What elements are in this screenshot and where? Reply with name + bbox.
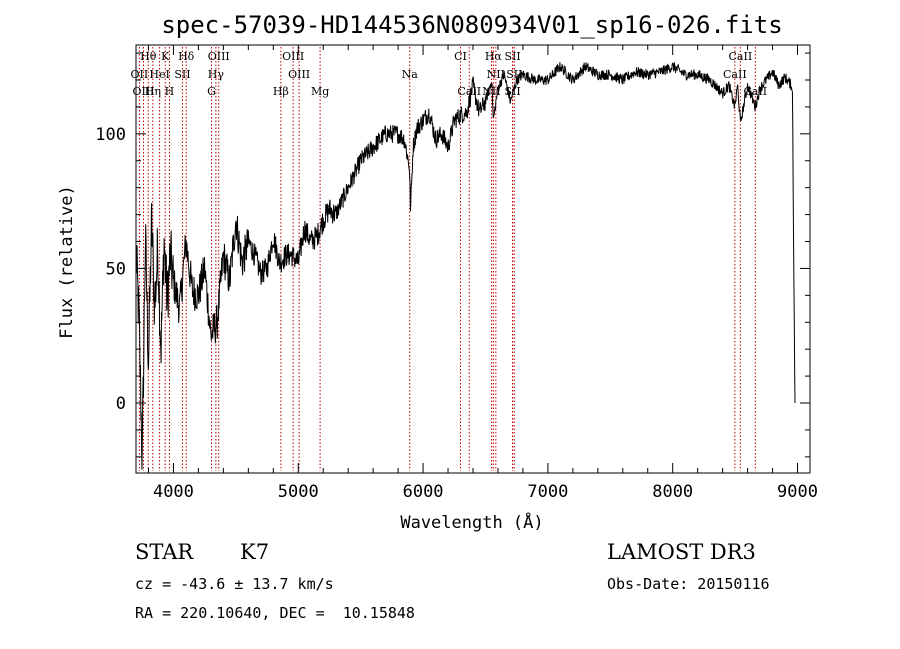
line-label-17: CaII (723, 68, 747, 81)
line-label-8: CaII (729, 50, 753, 63)
line-label-18: OIII (132, 85, 154, 98)
x-tick-label-2: 6000 (403, 482, 444, 502)
x-tick-label-5: 9000 (777, 482, 818, 502)
line-label-24: CaII (457, 85, 481, 98)
plot-frame (135, 44, 811, 474)
line-label-7: SII (504, 50, 520, 63)
chart-title: spec-57039-HD144536N080934V01_sp16-026.f… (161, 11, 782, 39)
line-label-25: NII (482, 85, 500, 98)
line-label-20: H (165, 85, 175, 98)
line-label-11: SII (174, 68, 190, 81)
coordinates: RA = 220.10640, DEC = 10.15848 (135, 604, 415, 622)
object-subclass: K7 (240, 540, 270, 564)
line-label-14: Na (402, 68, 419, 81)
y-tick-label-1: 50 (106, 259, 126, 279)
line-label-15: NII (487, 68, 505, 81)
line-label-6: Hα (485, 50, 503, 63)
redshift-cz: cz = -43.6 ± 13.7 km/s (135, 575, 334, 593)
line-label-21: G (207, 85, 216, 98)
line-label-1: K (161, 50, 170, 63)
line-label-27: CaII (743, 85, 767, 98)
y-axis-label: Flux (relative) (57, 185, 77, 339)
line-label-5: CI (454, 50, 467, 63)
y-tick-label-0: 0 (116, 394, 126, 414)
line-label-12: Hγ (208, 68, 225, 81)
line-label-0: Hθ (140, 50, 157, 63)
line-label-3: OIII (208, 50, 230, 63)
spectrum-series (135, 62, 796, 470)
x-axis-label: Wavelength (Å) (400, 511, 543, 533)
line-label-2: Hδ (178, 50, 195, 63)
line-label-26: SII (504, 85, 520, 98)
x-tick-label-3: 7000 (527, 482, 568, 502)
line-label-4: OIII (282, 50, 304, 63)
x-tick-label-4: 8000 (652, 482, 693, 502)
y-tick-label-2: 100 (95, 125, 126, 145)
x-axis: 4000 5000 6000 7000 8000 9000 (147, 45, 818, 502)
survey-name: LAMOST DR3 (607, 540, 756, 564)
line-label-16: SII (506, 68, 522, 81)
spectrum-line (135, 62, 796, 470)
y-axis: 0 50 100 (95, 52, 810, 458)
line-label-10: HeI (149, 68, 169, 81)
line-label-19: Hη (145, 85, 161, 98)
line-label-9: OII (131, 68, 149, 81)
line-markers (138, 47, 756, 471)
object-class: STAR (135, 540, 194, 564)
x-tick-label-0: 4000 (153, 482, 194, 502)
line-label-13: OIII (288, 68, 310, 81)
line-label-22: Hβ (273, 85, 289, 98)
line-label-23: Mg (311, 85, 329, 98)
obs-date: Obs-Date: 20150116 (607, 575, 770, 593)
x-tick-label-1: 5000 (278, 482, 319, 502)
